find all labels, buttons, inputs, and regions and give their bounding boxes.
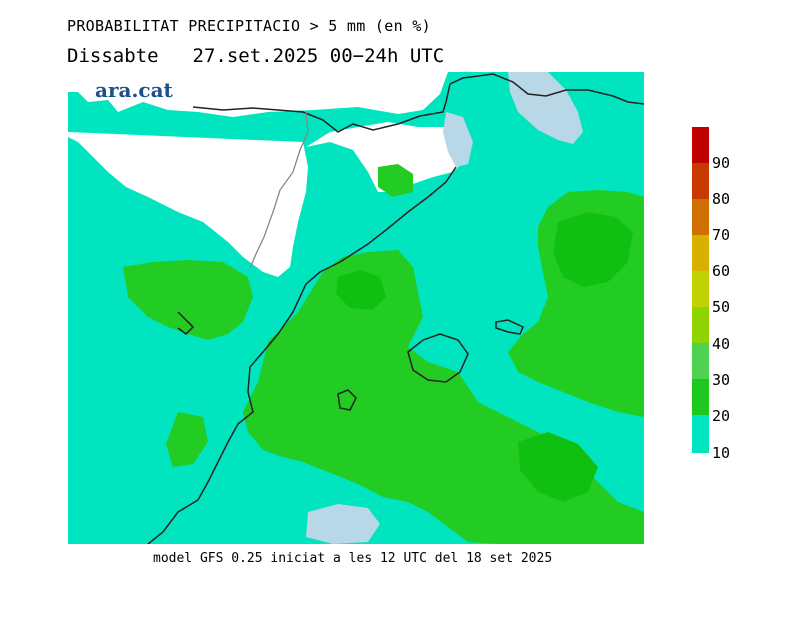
legend-swatch-70 [692,235,709,271]
area-very-low-probability-ligurian [443,112,473,167]
legend-swatch-20 [692,415,709,453]
island-ibiza [337,389,357,411]
coastline-west [177,311,195,335]
area-probability-20-iberia [123,260,253,340]
legend-tick-20: 20 [712,407,731,425]
area-probability-30-central [336,270,386,310]
area-probability-20-west-spots [166,412,208,467]
legend-swatch-90 [692,163,709,199]
legend-tick-70: 70 [712,226,731,244]
legend-tick-40: 40 [712,335,731,353]
legend-colorbar [692,127,709,453]
area-very-low-probability-south [306,504,380,544]
legend-swatch-30 [692,379,709,415]
day-label: Dissabte [67,45,159,67]
area-probability-20-north-spot [378,164,413,197]
island-mallorca [407,333,469,383]
area-probability-30-south [518,432,598,502]
coastline-north [192,73,644,133]
precipitation-map [68,72,644,544]
coastline-east-spain [147,166,457,544]
area-low-probability-france [68,72,448,277]
chart-title: PROBABILITAT PRECIPITACIO > 5 mm (en %) [67,17,431,35]
area-probability-30-east [553,212,633,287]
date-range-label: 27.set.2025 00−24h UTC [192,45,445,67]
legend-tick-10: 10 [712,444,731,462]
legend-swatch-40 [692,343,709,379]
legend-tick-60: 60 [712,262,731,280]
legend-tick-80: 80 [712,190,731,208]
coastlines [147,73,644,544]
border-spain-france [249,111,309,269]
legend-tick-90: 90 [712,154,731,172]
island-menorca [495,319,524,335]
legend-tick-50: 50 [712,298,731,316]
chart-subtitle: Dissabte 27.set.2025 00−24h UTC [67,45,444,67]
legend-swatch-60 [692,271,709,307]
legend-swatch-top [692,127,709,163]
area-low-probability-south-france [306,122,468,192]
model-info-footer: model GFS 0.25 iniciat a les 12 UTC del … [153,551,553,566]
aracat-logo: ara.cat [95,78,173,102]
country-borders [249,111,309,269]
legend-tick-30: 30 [712,371,731,389]
legend-swatch-50 [692,307,709,343]
legend-swatch-80 [692,199,709,235]
